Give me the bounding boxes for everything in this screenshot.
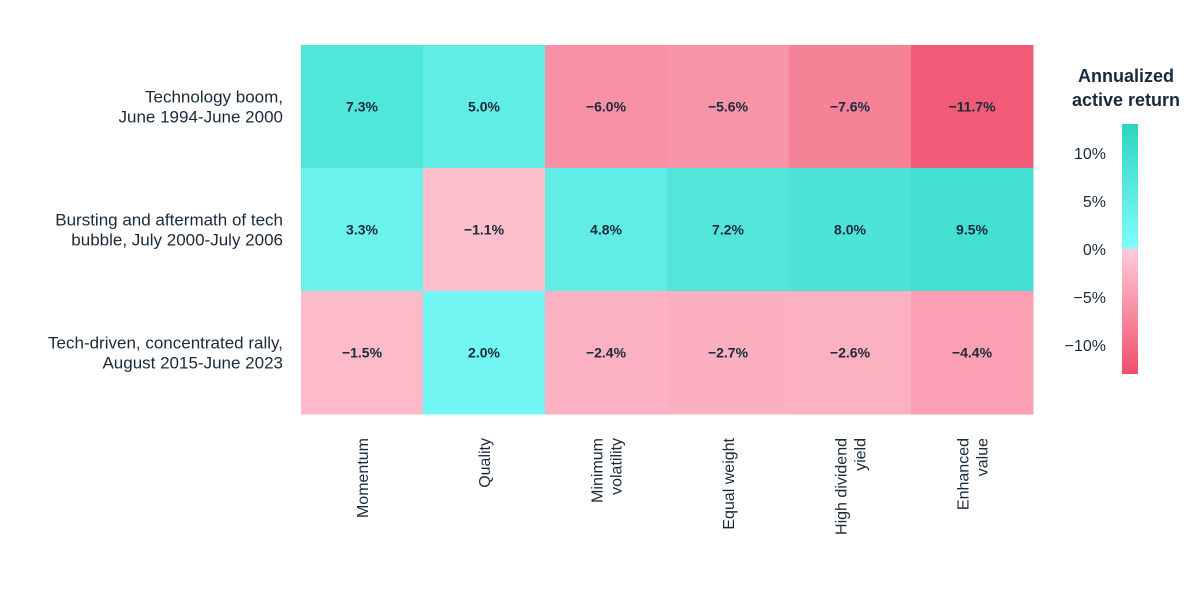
cell-value-label: 5.0% — [468, 99, 500, 115]
heatmap-cell-r1-c5 — [911, 168, 1034, 292]
colorbar-tick-label: 5% — [1083, 194, 1106, 211]
cell-value-label: 7.3% — [346, 99, 378, 115]
heatmap-cell-r2-c0 — [301, 291, 424, 415]
column-label: Enhanced — [956, 438, 973, 510]
cell-value-label: −2.6% — [830, 345, 871, 361]
column-labels: Momentum Quality Minimum volatility Equal we… — [355, 437, 992, 535]
heatmap-cell-r0-c3 — [667, 45, 790, 169]
cell-value-label: 4.8% — [590, 222, 622, 238]
colorbar-title: Annualized active return — [1072, 66, 1180, 110]
column-label: Momentum — [355, 438, 372, 518]
column-label: volatility — [609, 438, 626, 495]
heatmap-cell-r0-c2 — [545, 45, 668, 169]
colorbar-legend: Annualized active return 10% 5% 0% −5% −10% — [1065, 66, 1180, 374]
colorbar-title-line: Annualized — [1078, 66, 1174, 86]
cell-value-label: 9.5% — [956, 222, 988, 238]
heatmap-cell-r2-c1 — [423, 291, 546, 415]
column-label: High dividend — [834, 438, 851, 535]
colorbar — [1122, 124, 1138, 374]
heatmap-cells: 7.3% 5.0% −6.0% −5.6% −7.6% −11.7% 3.3% −1.1% 4.… — [301, 45, 1034, 415]
cell-value-label: −2.4% — [586, 345, 627, 361]
heatmap-cell-r2-c3 — [667, 291, 790, 415]
colorbar-ticks: 10% 5% 0% −5% −10% — [1065, 146, 1106, 355]
column-label: Quality — [477, 438, 494, 488]
row-label: Technology boom, — [145, 88, 283, 107]
heatmap-cell-r1-c0 — [301, 168, 424, 292]
heatmap-cell-r0-c4 — [789, 45, 912, 169]
colorbar-tick-label: 0% — [1083, 242, 1106, 259]
row-label: bubble, July 2000-July 2006 — [71, 231, 283, 250]
cell-value-label: 7.2% — [712, 222, 744, 238]
column-label: Minimum — [590, 438, 607, 503]
row-label: August 2015-June 2023 — [102, 354, 283, 373]
row-label: June 1994-June 2000 — [119, 108, 283, 127]
heatmap-cell-r1-c4 — [789, 168, 912, 292]
colorbar-title-line: active return — [1072, 90, 1180, 110]
cell-value-label: 3.3% — [346, 222, 378, 238]
heatmap-cell-r0-c0 — [301, 45, 424, 169]
cell-value-label: −5.6% — [708, 99, 749, 115]
cell-value-label: 2.0% — [468, 345, 500, 361]
cell-value-label: −2.7% — [708, 345, 749, 361]
cell-value-label: −6.0% — [586, 99, 627, 115]
column-label: Equal weight — [721, 437, 738, 529]
column-label: yield — [853, 438, 870, 471]
colorbar-tick-label: 10% — [1074, 146, 1106, 163]
row-label: Tech-driven, concentrated rally, — [48, 334, 283, 353]
cell-value-label: −4.4% — [952, 345, 993, 361]
heatmap-cell-r0-c1 — [423, 45, 546, 169]
heatmap-cell-r2-c4 — [789, 291, 912, 415]
cell-value-label: −11.7% — [948, 99, 996, 115]
heatmap-cell-r1-c3 — [667, 168, 790, 292]
heatmap-cell-r2-c5 — [911, 291, 1034, 415]
heatmap-cell-r0-c5 — [911, 45, 1034, 169]
row-label: Bursting and aftermath of tech — [55, 211, 283, 230]
cell-value-label: −1.1% — [464, 222, 505, 238]
cell-value-label: −7.6% — [830, 99, 871, 115]
heatmap-cell-r2-c2 — [545, 291, 668, 415]
heatmap-cell-r1-c2 — [545, 168, 668, 292]
heatmap-cell-r1-c1 — [423, 168, 546, 292]
cell-value-label: 8.0% — [834, 222, 866, 238]
colorbar-tick-label: −10% — [1065, 338, 1106, 355]
colorbar-tick-label: −5% — [1074, 290, 1106, 307]
cell-value-label: −1.5% — [342, 345, 383, 361]
row-labels: Technology boom,June 1994-June 2000 Burst… — [48, 88, 283, 373]
column-label: value — [975, 438, 992, 476]
